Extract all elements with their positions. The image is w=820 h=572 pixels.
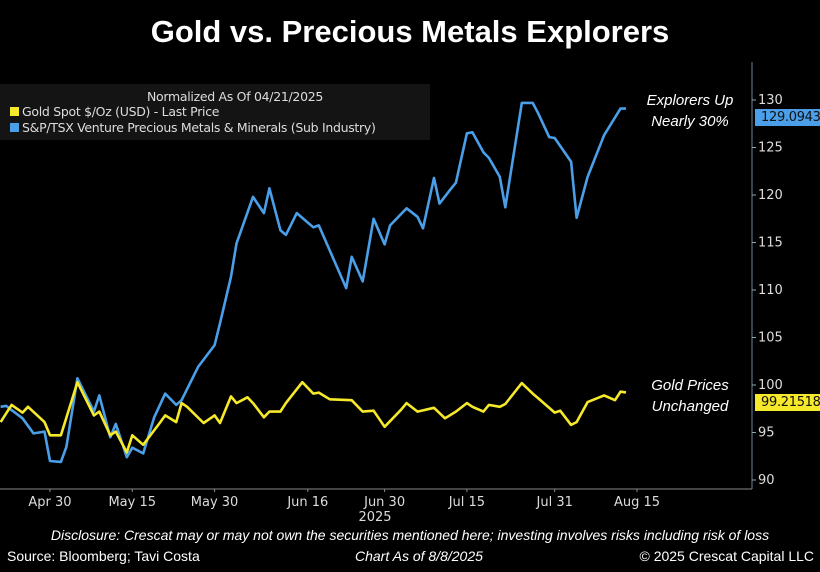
- gold-series-line: [0, 380, 627, 454]
- legend: Normalized As Of 04/21/2025 Gold Spot $/…: [0, 84, 430, 140]
- x-tick-label: Jun 30: [363, 495, 405, 510]
- gold-last-value-flag: 99.21518: [755, 394, 820, 411]
- x-tick-label: Aug 15: [614, 495, 660, 510]
- annotation-line: Unchanged: [651, 398, 729, 415]
- legend-item-gold: Gold Spot $/Oz (USD) - Last Price: [0, 104, 430, 120]
- y-tick-label: 105: [758, 331, 783, 346]
- legend-label: S&P/TSX Venture Precious Metals & Minera…: [22, 120, 376, 135]
- annotation-line: Gold Prices: [651, 377, 729, 394]
- x-axis-label: 2025: [358, 510, 391, 525]
- legend-item-explorers: S&P/TSX Venture Precious Metals & Minera…: [0, 120, 430, 136]
- x-tick-label: May 15: [108, 495, 156, 510]
- annotation-line: Nearly 30%: [651, 113, 729, 130]
- y-tick-label: 115: [758, 236, 783, 251]
- y-tick-label: 90: [758, 473, 775, 488]
- source-note: Source: Bloomberg; Tavi Costa: [7, 548, 200, 564]
- x-tick-label: Jun 16: [286, 495, 328, 510]
- y-tick-label: 110: [758, 283, 783, 298]
- explorers-swatch: [10, 123, 19, 132]
- legend-label: Gold Spot $/Oz (USD) - Last Price: [22, 104, 220, 119]
- explorers-last-value-flag: 129.09438: [755, 109, 820, 126]
- gold-annotation: Gold Prices Unchanged: [632, 375, 748, 417]
- y-tick-label: 130: [758, 93, 783, 108]
- x-tick-label: Apr 30: [28, 495, 71, 510]
- series-lines: [0, 101, 627, 464]
- y-tick-label: 120: [758, 188, 783, 203]
- y-tick-label: 100: [758, 378, 783, 393]
- chart-as-of: Chart As of 8/8/2025: [355, 548, 483, 564]
- x-tick-label: Jul 31: [536, 495, 573, 510]
- gold-swatch: [10, 107, 19, 116]
- x-tick-label: May 30: [191, 495, 239, 510]
- y-tick-label: 125: [758, 141, 783, 156]
- chart-title: Gold vs. Precious Metals Explorers: [150, 14, 670, 49]
- explorers-series-line: [0, 101, 626, 464]
- y-tick-label: 95: [758, 426, 775, 441]
- x-tick-label: Jul 15: [448, 495, 485, 510]
- legend-header: Normalized As Of 04/21/2025: [146, 89, 324, 104]
- axes: 90 95 100 105 110 115 120 125 130 Apr 30 May 15 May…: [0, 62, 783, 525]
- copyright: © 2025 Crescat Capital LLC: [639, 548, 814, 564]
- disclosure: Disclosure: Crescat may or may not own t…: [50, 527, 770, 543]
- annotation-line: Explorers Up: [646, 92, 734, 109]
- explorers-annotation: Explorers Up Nearly 30%: [632, 90, 748, 132]
